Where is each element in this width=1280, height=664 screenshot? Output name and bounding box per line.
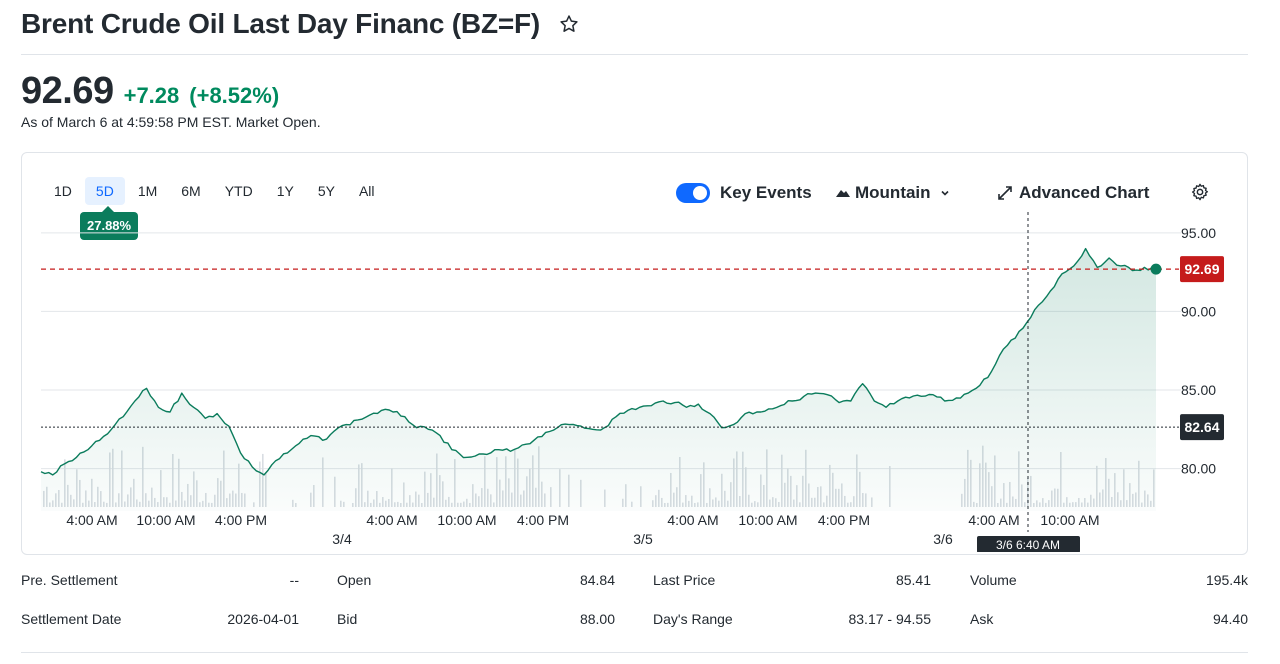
stat-pre-settlement: Pre. Settlement -- — [21, 565, 299, 595]
stat-bid: Bid 88.00 — [337, 604, 615, 634]
stat-ask: Ask 94.40 — [970, 604, 1248, 634]
stat-value: 88.00 — [579, 611, 615, 627]
range-all[interactable]: All — [358, 183, 375, 199]
stat-value: 84.84 — [579, 572, 615, 588]
current-price: 92.69 — [21, 70, 114, 112]
stat-label: Ask — [970, 611, 994, 627]
stat-label: Open — [337, 572, 372, 588]
day-label: 3/4 — [332, 531, 352, 547]
stat-settlement-date: Settlement Date 2026-04-01 — [21, 604, 299, 634]
key-events-label: Key Events — [720, 183, 812, 202]
stat-volume: Volume 195.4k — [970, 565, 1248, 595]
price-chart[interactable]: 95.00 90.00 85.00 80.00 92.69 82.64 4:00 AM 10:… — [21, 212, 1231, 552]
chart-settings-button[interactable] — [1190, 182, 1210, 202]
chart-panel — [21, 152, 1248, 555]
y-tick-label: 90.00 — [1181, 303, 1216, 319]
price-line — [40, 247, 1157, 476]
y-tick-label: 95.00 — [1181, 225, 1216, 241]
key-events-toggle[interactable] — [676, 183, 710, 203]
toggle-knob — [693, 186, 707, 200]
stat-label: Day's Range — [653, 611, 733, 627]
x-tick-label: 4:00 AM — [667, 512, 718, 528]
previous-close-badge: 82.64 — [1184, 419, 1219, 435]
range-5y[interactable]: 5Y — [317, 183, 335, 199]
chart-type-dropdown[interactable]: Mountain — [835, 180, 951, 206]
range-1y[interactable]: 1Y — [276, 183, 294, 199]
x-tick-label: 4:00 AM — [968, 512, 1019, 528]
range-ytd[interactable]: YTD — [224, 183, 253, 199]
stat-last-price: Last Price 85.41 — [653, 565, 931, 595]
range-selector: 1D 5D 1M 6M YTD 1Y 5Y All — [43, 177, 388, 205]
chart-type-label: Mountain — [855, 183, 931, 202]
day-label: 3/6 — [933, 531, 953, 547]
key-events-control: Key Events — [676, 180, 812, 206]
range-1d[interactable]: 1D — [54, 183, 72, 199]
stat-value: 83.17 - 94.55 — [848, 611, 931, 627]
stat-label: Last Price — [653, 572, 716, 588]
stat-value: 2026-04-01 — [227, 611, 299, 627]
page-title: Brent Crude Oil Last Day Financ (BZ=F) — [21, 8, 541, 39]
x-tick-label: 10:00 AM — [136, 512, 195, 528]
stat-value: 94.40 — [1212, 611, 1248, 627]
stat-value: 85.41 — [895, 572, 931, 588]
x-tick-label: 4:00 PM — [517, 512, 569, 528]
last-price-dot — [1150, 263, 1162, 275]
stat-value: 195.4k — [1205, 572, 1248, 588]
day-label: 3/5 — [633, 531, 653, 547]
x-tick-label: 10:00 AM — [437, 512, 496, 528]
x-tick-label: 4:00 AM — [66, 512, 117, 528]
add-to-watchlist-button[interactable] — [558, 13, 580, 35]
price-change: +7.28 — [123, 83, 180, 108]
stat-label: Settlement Date — [21, 611, 122, 627]
expand-icon — [998, 186, 1012, 200]
header-divider — [21, 54, 1248, 55]
chevron-down-icon — [940, 190, 949, 196]
advanced-chart-button[interactable]: Advanced Chart — [997, 180, 1149, 206]
range-change-badge: 27.88% — [80, 206, 139, 240]
range-6m[interactable]: 6M — [181, 183, 201, 199]
mountain-icon — [836, 190, 850, 197]
stat-label: Volume — [970, 572, 1017, 588]
price-area-fill — [41, 248, 1156, 511]
stat-open: Open 84.84 — [337, 565, 615, 595]
x-tick-label: 4:00 AM — [366, 512, 417, 528]
y-tick-label: 85.00 — [1181, 382, 1216, 398]
market-time-note: As of March 6 at 4:59:58 PM EST. Market … — [21, 114, 321, 130]
range-1m[interactable]: 1M — [137, 183, 158, 199]
quote-header: Brent Crude Oil Last Day Financ (BZ=F) — [21, 4, 580, 44]
gear-icon — [1191, 183, 1209, 201]
x-tick-label: 10:00 AM — [1040, 512, 1099, 528]
star-outline-icon — [560, 15, 578, 32]
previous-close-badge-bg — [1180, 414, 1224, 441]
x-tick-label: 4:00 PM — [215, 512, 267, 528]
x-tick-label: 4:00 PM — [818, 512, 870, 528]
quote-price-block: 92.69 +7.28 (+8.52%) — [21, 70, 279, 113]
price-change-percent: (+8.52%) — [189, 83, 280, 108]
current-price-badge-bg — [1180, 256, 1224, 283]
range-5d[interactable]: 5D — [84, 177, 125, 205]
x-tick-label: 10:00 AM — [738, 512, 797, 528]
stats-divider — [21, 652, 1248, 653]
stat-label: Bid — [337, 611, 358, 627]
stat-value: -- — [289, 572, 299, 588]
stat-days-range: Day's Range 83.17 - 94.55 — [653, 604, 931, 634]
current-price-badge: 92.69 — [1184, 261, 1219, 277]
crosshair-time-label: 3/6 6:40 AM — [996, 538, 1060, 552]
crosshair-time-bg — [977, 536, 1080, 552]
stat-label: Pre. Settlement — [21, 572, 118, 588]
advanced-chart-label: Advanced Chart — [1019, 183, 1150, 202]
y-tick-label: 80.00 — [1181, 461, 1216, 477]
